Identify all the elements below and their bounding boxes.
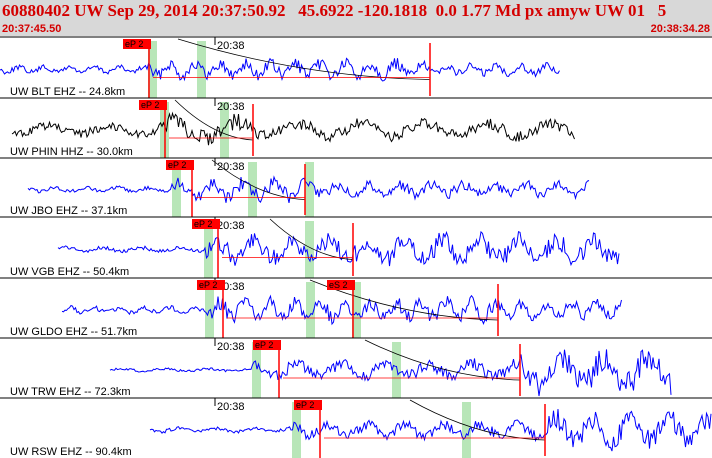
- pick-label: eP 2: [168, 160, 186, 170]
- minute-label: 20:38: [217, 341, 245, 353]
- pick-flag[interactable]: [123, 39, 151, 49]
- travel-time-curve: [177, 38, 431, 80]
- pick-label: eP 2: [125, 39, 143, 49]
- waveform-trace[interactable]: [109, 349, 672, 397]
- minute-label: 20:38: [217, 220, 245, 232]
- window-end-time: 20:38:34.28: [650, 23, 710, 35]
- pick-window-band: [392, 342, 401, 398]
- minute-label: 20:38: [217, 161, 245, 173]
- waveform-trace[interactable]: [27, 175, 590, 204]
- pick-window-band: [220, 102, 229, 158]
- pick-flag[interactable]: [192, 219, 220, 229]
- pick-flag[interactable]: [327, 280, 355, 290]
- pick-window-band: [305, 221, 314, 278]
- pick-label: eS 2: [329, 280, 348, 290]
- pick-label: eP 2: [199, 280, 217, 290]
- pick-window-band: [305, 162, 314, 217]
- pick-window-band: [148, 41, 157, 98]
- pick-window-band: [462, 402, 471, 458]
- station-label: UW GLDO EHZ -- 51.7km: [10, 326, 137, 338]
- travel-time-curve: [174, 99, 254, 141]
- travel-time-curve: [269, 218, 354, 260]
- pick-label: eP 2: [255, 340, 273, 350]
- station-label: UW BLT EHZ -- 24.8km: [10, 86, 125, 98]
- station-label: UW VGB EHZ -- 50.4km: [10, 266, 129, 278]
- travel-time-curve: [409, 399, 546, 441]
- waveform-trace[interactable]: [57, 230, 620, 267]
- station-label: UW TRW EHZ -- 72.3km: [10, 386, 131, 398]
- waveform-trace[interactable]: [0, 57, 560, 82]
- station-label: UW JBO EHZ -- 37.1km: [10, 205, 127, 217]
- waveform-trace[interactable]: [149, 409, 712, 452]
- pick-label: eP 2: [141, 100, 159, 110]
- station-label: UW PHIN HHZ -- 30.0km: [10, 146, 133, 158]
- travel-time-curve: [211, 159, 306, 200]
- pick-window-band: [248, 162, 257, 217]
- pick-flag[interactable]: [294, 400, 322, 410]
- waveform-trace[interactable]: [11, 111, 575, 146]
- pick-flag[interactable]: [166, 160, 194, 170]
- pick-window-band: [292, 402, 301, 458]
- minute-label: 20:38: [217, 101, 245, 113]
- pick-flag[interactable]: [253, 340, 281, 350]
- pick-window-band: [172, 162, 181, 217]
- pick-window-band: [306, 282, 315, 338]
- window-start-time: 20:37:45.50: [2, 23, 62, 35]
- minute-label: 20:38: [217, 401, 245, 413]
- pick-flag[interactable]: [139, 100, 167, 110]
- station-label: UW RSW EHZ -- 90.4km: [10, 446, 132, 458]
- event-header: 60880402 UW Sep 29, 2014 20:37:50.92 45.…: [0, 0, 712, 36]
- pick-label: eP 2: [296, 400, 314, 410]
- pick-window-band: [352, 282, 361, 338]
- event-title: 60880402 UW Sep 29, 2014 20:37:50.92 45.…: [2, 1, 667, 20]
- pick-flag[interactable]: [197, 280, 225, 290]
- pick-window-band: [197, 41, 206, 98]
- minute-label: 20:38: [217, 40, 245, 52]
- pick-window-band: [252, 342, 261, 398]
- waveform-trace[interactable]: [61, 294, 622, 326]
- travel-time-curve: [364, 339, 521, 381]
- pick-label: eP 2: [194, 219, 212, 229]
